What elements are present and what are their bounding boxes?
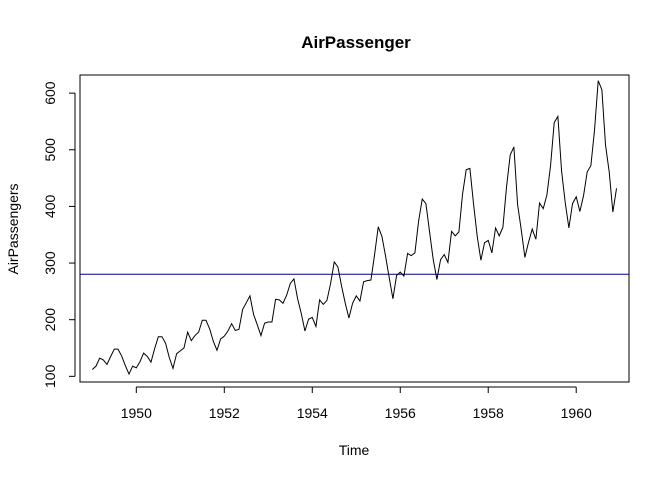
y-axis: 100 200 300 400 500 600 <box>42 81 76 388</box>
x-axis-label: Time <box>339 442 370 458</box>
x-axis: 1950 1952 1954 1956 1958 1960 <box>121 386 592 421</box>
y-axis-label: AirPassengers <box>5 183 21 274</box>
x-tick-label: 1954 <box>297 405 328 421</box>
x-tick-label: 1952 <box>209 405 240 421</box>
x-tick-label: 1950 <box>121 405 152 421</box>
y-tick-label: 500 <box>42 138 58 162</box>
series-line-airpassengers <box>91 80 618 376</box>
y-tick-label: 300 <box>42 251 58 275</box>
x-tick-label: 1956 <box>385 405 416 421</box>
y-tick-label: 600 <box>42 81 58 105</box>
x-tick-label: 1958 <box>473 405 504 421</box>
chart-title: AirPassenger <box>301 33 411 52</box>
plot-frame <box>79 74 630 383</box>
y-tick-label: 100 <box>42 364 58 388</box>
y-tick-label: 200 <box>42 308 58 332</box>
x-tick-label: 1960 <box>561 405 592 421</box>
y-tick-label: 400 <box>42 195 58 219</box>
